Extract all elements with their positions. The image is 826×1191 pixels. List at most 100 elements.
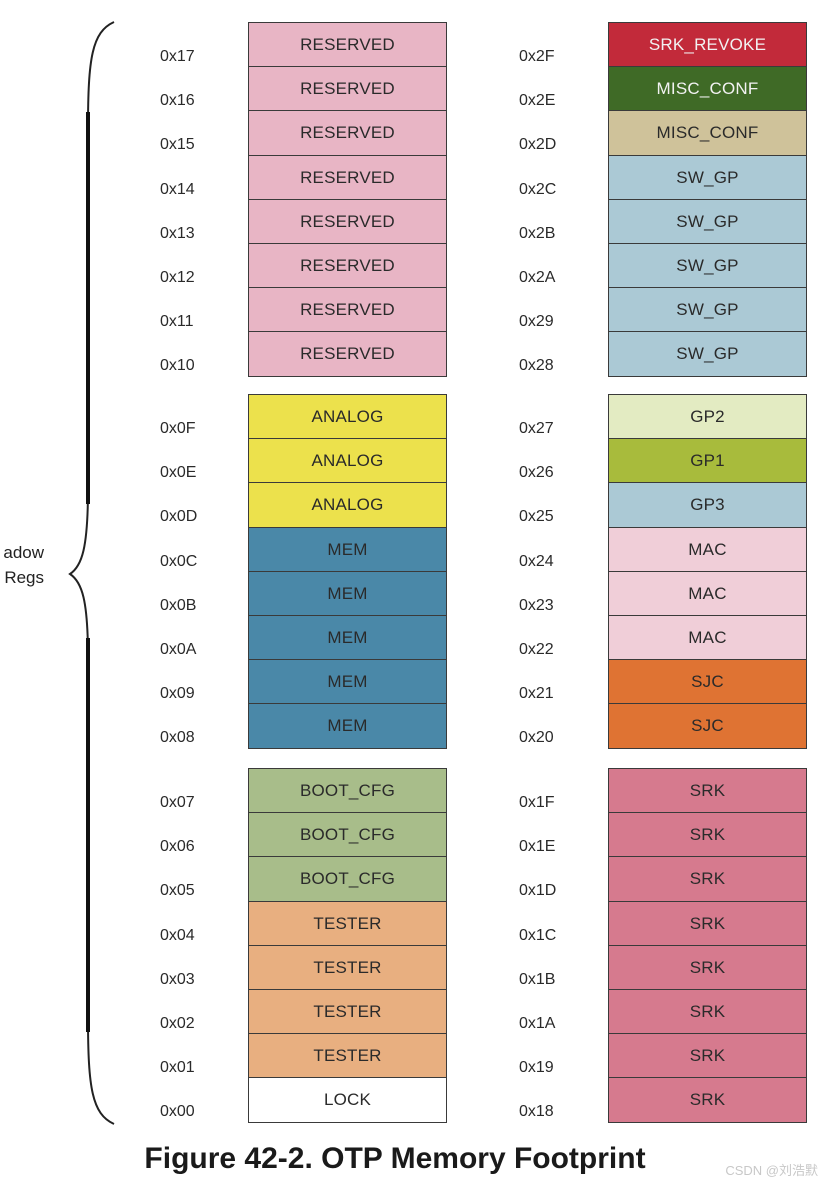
memory-cell-sw-gp: SW_GP: [608, 331, 807, 377]
address-label: 0x19: [519, 1059, 554, 1077]
memory-cell-tester: TESTER: [248, 1033, 447, 1079]
memory-cell-srk: SRK: [608, 768, 807, 814]
memory-cell-gp2: GP2: [608, 394, 807, 440]
address-label: 0x10: [160, 357, 195, 375]
shadow-regs-brace: [68, 21, 115, 1125]
memory-cell-srk: SRK: [608, 1077, 807, 1123]
address-label: 0x0F: [160, 420, 196, 437]
memory-cell-mac: MAC: [608, 615, 807, 661]
memory-cell-mac: MAC: [608, 570, 807, 616]
address-label: 0x26: [519, 464, 554, 482]
address-label: 0x22: [519, 641, 554, 658]
address-label: 0x0E: [160, 464, 197, 482]
memory-cell-analog: ANALOG: [248, 438, 447, 484]
memory-cell-reserved: RESERVED: [248, 154, 447, 200]
memory-cell-tester: TESTER: [248, 944, 447, 990]
address-label: 0x18: [519, 1103, 554, 1121]
memory-cell-lock: LOCK: [248, 1077, 447, 1123]
address-label: 0x28: [519, 357, 554, 375]
memory-cell-reserved: RESERVED: [248, 110, 447, 156]
address-label: 0x01: [160, 1059, 195, 1077]
memory-cell-reserved: RESERVED: [248, 243, 447, 289]
memory-cell-reserved: RESERVED: [248, 198, 447, 244]
address-label: 0x15: [160, 136, 195, 154]
address-label: 0x2C: [519, 180, 557, 198]
side-label: adow Regs: [0, 540, 44, 590]
side-label-line-2: Regs: [4, 568, 44, 587]
memory-cell-gp3: GP3: [608, 482, 807, 528]
memory-cell-srk-revoke: SRK_REVOKE: [608, 22, 807, 68]
address-label: 0x00: [160, 1103, 195, 1121]
memory-cell-boot-cfg: BOOT_CFG: [248, 768, 447, 814]
address-label: 0x1E: [519, 838, 556, 856]
side-label-line-1: adow: [3, 543, 44, 562]
address-label: 0x17: [160, 48, 195, 65]
memory-cell-sw-gp: SW_GP: [608, 198, 807, 244]
memory-cell-tester: TESTER: [248, 989, 447, 1035]
address-label: 0x03: [160, 970, 195, 988]
memory-cell-analog: ANALOG: [248, 482, 447, 528]
memory-cell-srk: SRK: [608, 856, 807, 902]
memory-cell-sjc: SJC: [608, 659, 807, 705]
address-label: 0x11: [160, 313, 194, 331]
address-label: 0x24: [519, 552, 554, 570]
memory-cell-sjc: SJC: [608, 703, 807, 749]
memory-cell-mem: MEM: [248, 526, 447, 572]
memory-cell-srk: SRK: [608, 944, 807, 990]
memory-cell-srk: SRK: [608, 1033, 807, 1079]
address-label: 0x2A: [519, 269, 556, 286]
address-label: 0x1A: [519, 1015, 556, 1032]
memory-cell-sw-gp: SW_GP: [608, 243, 807, 289]
memory-cell-sw-gp: SW_GP: [608, 287, 807, 333]
address-label: 0x13: [160, 224, 195, 242]
memory-cell-mem: MEM: [248, 703, 447, 749]
memory-cell-gp1: GP1: [608, 438, 807, 484]
memory-cell-boot-cfg: BOOT_CFG: [248, 812, 447, 858]
address-label: 0x2B: [519, 224, 556, 242]
address-label: 0x23: [519, 596, 554, 614]
memory-cell-reserved: RESERVED: [248, 22, 447, 68]
address-label: 0x04: [160, 926, 195, 944]
address-label: 0x1C: [519, 926, 557, 944]
address-label: 0x0A: [160, 641, 197, 658]
address-label: 0x05: [160, 882, 195, 900]
address-label: 0x16: [160, 92, 195, 110]
memory-cell-misc-conf: MISC_CONF: [608, 66, 807, 112]
address-label: 0x2E: [519, 92, 556, 110]
memory-cell-sw-gp: SW_GP: [608, 154, 807, 200]
memory-cell-misc-conf: MISC_CONF: [608, 110, 807, 156]
figure-caption: Figure 42-2. OTP Memory Footprint: [144, 1142, 646, 1175]
address-label: 0x2F: [519, 48, 555, 65]
watermark: CSDN @刘浩默: [725, 1163, 818, 1178]
memory-cell-mem: MEM: [248, 570, 447, 616]
memory-cell-mem: MEM: [248, 615, 447, 661]
address-label: 0x21: [519, 685, 554, 703]
address-label: 0x25: [519, 508, 554, 526]
memory-cell-srk: SRK: [608, 989, 807, 1035]
address-label: 0x27: [519, 420, 554, 437]
address-label: 0x0D: [160, 508, 198, 526]
memory-cell-srk: SRK: [608, 812, 807, 858]
address-label: 0x09: [160, 685, 195, 703]
address-label: 0x07: [160, 794, 195, 811]
memory-cell-boot-cfg: BOOT_CFG: [248, 856, 447, 902]
address-label: 0x1B: [519, 970, 556, 988]
address-label: 0x1D: [519, 882, 557, 900]
memory-cell-mem: MEM: [248, 659, 447, 705]
address-label: 0x14: [160, 180, 195, 198]
address-label: 0x02: [160, 1015, 195, 1032]
address-label: 0x20: [519, 729, 554, 747]
memory-cell-tester: TESTER: [248, 900, 447, 946]
memory-cell-reserved: RESERVED: [248, 287, 447, 333]
memory-cell-reserved: RESERVED: [248, 331, 447, 377]
address-label: 0x0B: [160, 596, 197, 614]
memory-cell-reserved: RESERVED: [248, 66, 447, 112]
address-label: 0x2D: [519, 136, 557, 154]
memory-cell-mac: MAC: [608, 526, 807, 572]
address-label: 0x12: [160, 269, 195, 286]
memory-cell-srk: SRK: [608, 900, 807, 946]
address-label: 0x06: [160, 838, 195, 856]
address-label: 0x08: [160, 729, 195, 747]
address-label: 0x29: [519, 313, 554, 331]
address-label: 0x0C: [160, 552, 198, 570]
